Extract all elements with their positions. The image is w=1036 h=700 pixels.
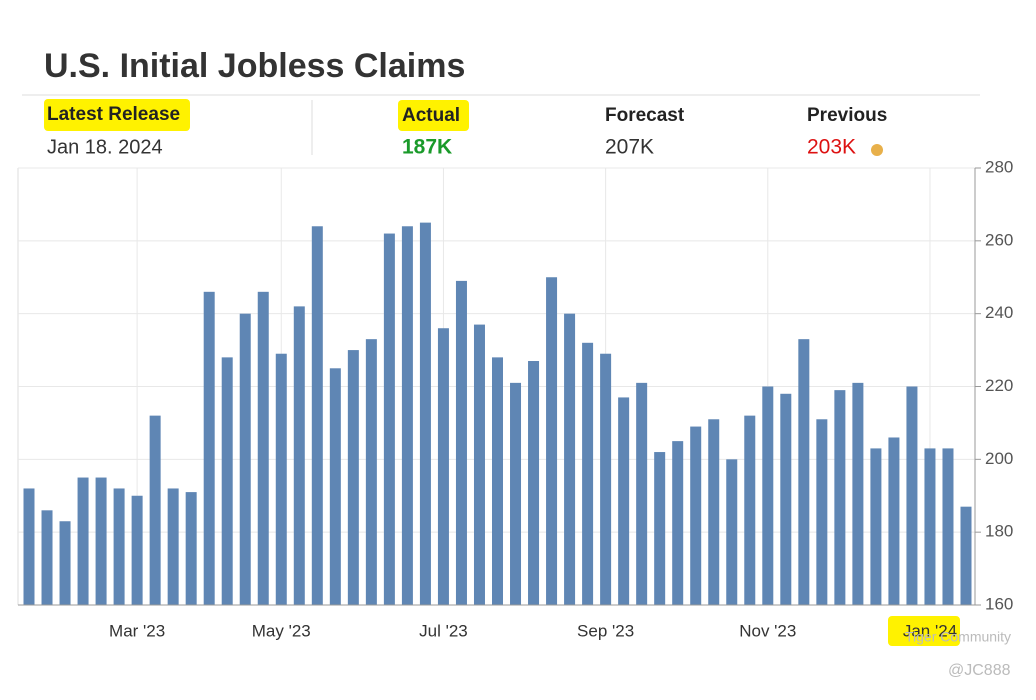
x-tick-label: Nov '23 [739,621,796,640]
dot [871,144,883,156]
highlight [888,616,960,646]
y-tick-label: 280 [985,157,1013,176]
bar [834,390,846,605]
bar [419,222,431,605]
bar [239,313,251,605]
bar [744,415,756,605]
page-title: U.S. Initial Jobless Claims [44,47,465,85]
bar [257,291,269,605]
bar [726,459,738,605]
x-tick-label: Jan '24 [903,621,957,640]
bar [329,368,341,605]
x-tick-label: Sep '23 [577,621,634,640]
bar [546,277,558,605]
bar [131,495,143,605]
bar [365,339,377,605]
bar [564,313,576,605]
bar [798,339,810,605]
bar [23,488,35,605]
x-tick-label: May '23 [252,621,311,640]
bar [942,448,954,605]
bar [95,477,107,605]
bar [347,350,359,605]
bar [311,226,323,605]
bar [708,419,720,605]
y-tick-label: 200 [985,449,1013,468]
bar [275,353,287,605]
bar [473,324,485,605]
y-tick-label: 260 [985,230,1013,249]
bar [636,382,648,605]
bar [437,328,449,605]
bar [221,357,233,605]
bar [185,492,197,605]
watermark: @JC888 [948,662,1011,679]
bar [960,506,972,605]
bar [888,437,900,605]
bar [582,342,594,605]
label: Forecast [605,105,685,126]
label: Actual [402,105,460,126]
x-tick-label: Mar '23 [109,621,165,640]
y-tick-label: 160 [985,594,1013,613]
bar [293,306,305,605]
bar [618,397,630,605]
value: 203K [807,136,856,159]
bar [600,353,612,605]
bar [455,280,467,605]
value: 207K [605,136,654,159]
bar [780,393,792,605]
bar [59,521,71,605]
plot: 160 180 200 220 240 260 280 Mar '23 May '23 Jul '… [17,157,1013,640]
bar [906,386,918,605]
bar [401,226,413,605]
bar [167,488,179,605]
label: Previous [807,105,887,126]
bar [762,386,774,605]
bar [113,488,125,605]
watermark: Tiger Community [905,629,1011,645]
bar [924,448,936,605]
y-tick-label: 240 [985,303,1013,322]
value: 187K [402,136,452,159]
bar [870,448,882,605]
bar [816,419,828,605]
bar [203,291,215,605]
bar [528,361,540,605]
label: Latest Release [47,104,180,125]
highlight [44,99,190,131]
y-tick-label: 220 [985,376,1013,395]
bar [383,233,395,606]
bar [672,441,684,605]
highlight [398,100,469,131]
bar [41,510,53,605]
bar [510,382,522,605]
y-tick-label: 180 [985,522,1013,541]
bar [690,426,702,605]
bar [492,357,503,605]
bar [654,452,666,605]
value: Jan 18. 2024 [47,136,163,158]
x-tick-label: Jul '23 [419,621,468,640]
bar [77,477,89,605]
bar [149,415,161,605]
bar [852,382,864,605]
